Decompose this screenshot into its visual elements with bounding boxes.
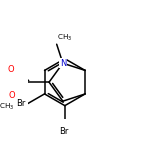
- Text: CH$_3$: CH$_3$: [0, 101, 15, 112]
- Text: CH$_3$: CH$_3$: [57, 33, 73, 43]
- Text: O: O: [7, 65, 14, 74]
- Text: Br: Br: [16, 99, 25, 108]
- Text: Br: Br: [60, 127, 69, 136]
- Text: O: O: [9, 91, 16, 100]
- Text: N: N: [60, 59, 66, 68]
